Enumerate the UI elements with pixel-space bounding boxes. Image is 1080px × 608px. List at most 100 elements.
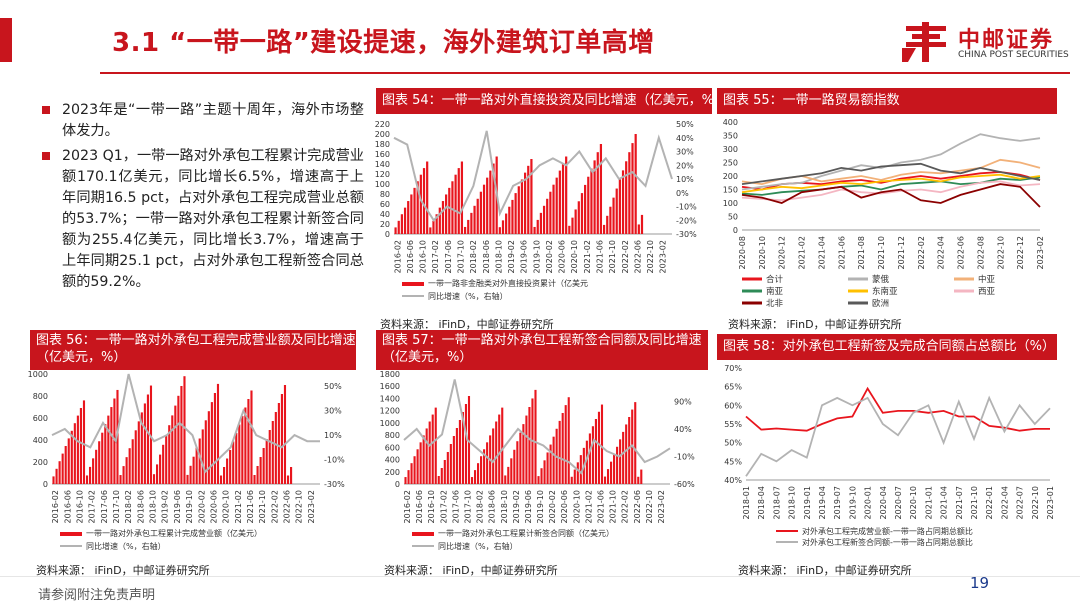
x-tick-label: 2020-10 <box>909 486 918 519</box>
bar <box>621 170 625 234</box>
bar <box>216 383 220 484</box>
y-tick-label: 55% <box>724 420 742 429</box>
y-tick-label: 45% <box>724 457 742 466</box>
x-tick-label: 2020-10 <box>570 240 579 273</box>
bullet-text: 2023年是“一带一路”主题十周年，海外市场整体发力。 <box>62 102 364 139</box>
bar <box>511 199 514 234</box>
bar <box>514 193 517 234</box>
bar <box>597 411 601 484</box>
bar <box>403 207 407 234</box>
legend-label: 东南亚 <box>872 286 898 297</box>
bullet-item: 2023年是“一带一路”主题十周年，海外市场整体发力。 <box>38 100 364 142</box>
series-line <box>745 386 1050 432</box>
bar <box>61 453 64 484</box>
bar <box>576 462 579 484</box>
bar <box>55 468 58 484</box>
y-tick-label: 65% <box>724 383 742 392</box>
bar <box>400 214 404 234</box>
bar <box>416 181 419 234</box>
growth-line <box>403 379 671 475</box>
x-tick-label: 2017-06 <box>100 490 109 523</box>
bar <box>455 428 458 484</box>
x-tick-label: 2020-04 <box>879 486 888 519</box>
legend-label: 对外承包工程完成营业额-一带一路占同期总额比 <box>802 526 973 536</box>
y2-tick-label: -10% <box>674 453 695 462</box>
bar <box>432 220 435 234</box>
x-tick-label: 2022-10 <box>996 236 1005 269</box>
bar <box>73 423 76 484</box>
y-tick-label: 100 <box>375 180 390 189</box>
fig58-title: 图表 58：对外承包工程新签及完成合同额占总额比（%） <box>717 334 1057 360</box>
x-tick-label: 2023-02 <box>307 490 316 523</box>
x-tick-label: 2019-10 <box>185 490 194 523</box>
x-tick-label: 2023-02 <box>657 490 666 523</box>
legend-label: 对外承包工程新签合同额-一带一路占同期总额比 <box>802 537 973 547</box>
y-tick-label: 400 <box>33 436 48 445</box>
y-tick-label: 140 <box>375 160 390 169</box>
bar <box>505 213 508 234</box>
bar <box>473 205 476 234</box>
bar <box>530 159 533 234</box>
x-tick-label: 2018-04 <box>757 486 766 519</box>
bar <box>451 181 454 234</box>
x-tick-label: 2022-02 <box>621 490 630 523</box>
x-tick-label: 2021-02 <box>584 490 593 523</box>
bar <box>580 193 584 234</box>
x-tick-label: 2020-10 <box>222 490 231 523</box>
bar <box>428 421 431 484</box>
bar <box>198 438 201 484</box>
y-tick-label: 1600 <box>380 382 400 391</box>
x-tick-label: 2022-06 <box>283 490 292 523</box>
china-post-emblem-icon <box>902 22 946 62</box>
y-tick-label: 1200 <box>380 407 400 416</box>
y-tick-label: 200 <box>723 172 738 181</box>
bar <box>440 468 443 484</box>
bar <box>584 184 587 234</box>
y-tick-label: 0 <box>385 230 390 239</box>
fig56-source: 资料来源： iFinD，中邮证券研究所 <box>36 564 210 577</box>
bar <box>573 469 576 484</box>
x-tick-label: 2017-06 <box>444 240 453 273</box>
legend-label: 一带一路对外承包工程累计新签合同额（亿美元） <box>438 528 614 538</box>
y-tick-label: 80 <box>380 190 390 199</box>
bar <box>168 425 171 484</box>
bar <box>585 440 588 484</box>
series-line <box>745 395 1051 477</box>
x-tick-label: 2022-02 <box>270 490 279 523</box>
bar <box>219 475 223 484</box>
x-tick-label: 2022-06 <box>957 236 966 269</box>
x-tick-label: 2018-02 <box>476 490 485 523</box>
x-tick-label: 2016-02 <box>403 490 412 523</box>
bar <box>517 186 520 234</box>
bar <box>552 436 555 484</box>
bar <box>131 439 134 484</box>
bar <box>207 411 210 484</box>
y2-tick-label: -10% <box>324 456 345 465</box>
series-line <box>741 180 1041 202</box>
x-tick-label: 2018-10 <box>494 240 503 273</box>
bar <box>596 152 599 234</box>
y-tick-label: 20 <box>380 220 390 229</box>
bar <box>558 420 561 484</box>
bar <box>527 165 530 234</box>
disclaimer-link[interactable]: 请参阅附注免责声明 <box>38 588 156 603</box>
bar <box>613 454 616 484</box>
bar <box>640 214 644 234</box>
bar <box>565 156 568 234</box>
bar <box>520 179 524 234</box>
fig56-title: 图表 56：一带一路对外承包工程完成营业额及同比增速（亿美元，%） <box>30 330 356 370</box>
x-tick-label: 2020-06 <box>209 490 218 523</box>
bar <box>606 469 610 484</box>
bar <box>574 209 577 234</box>
bar <box>504 475 507 484</box>
y2-tick-label: -10% <box>676 203 697 212</box>
bar <box>549 444 552 484</box>
y-tick-label: 160 <box>375 150 390 159</box>
bar <box>501 407 504 484</box>
y-tick-label: 600 <box>385 443 400 452</box>
x-tick-label: 2018-06 <box>482 240 491 273</box>
x-tick-label: 2019-07 <box>833 486 842 519</box>
bullet-square-icon <box>42 152 50 160</box>
x-tick-label: 2021-04 <box>817 236 826 269</box>
bar <box>448 187 451 234</box>
